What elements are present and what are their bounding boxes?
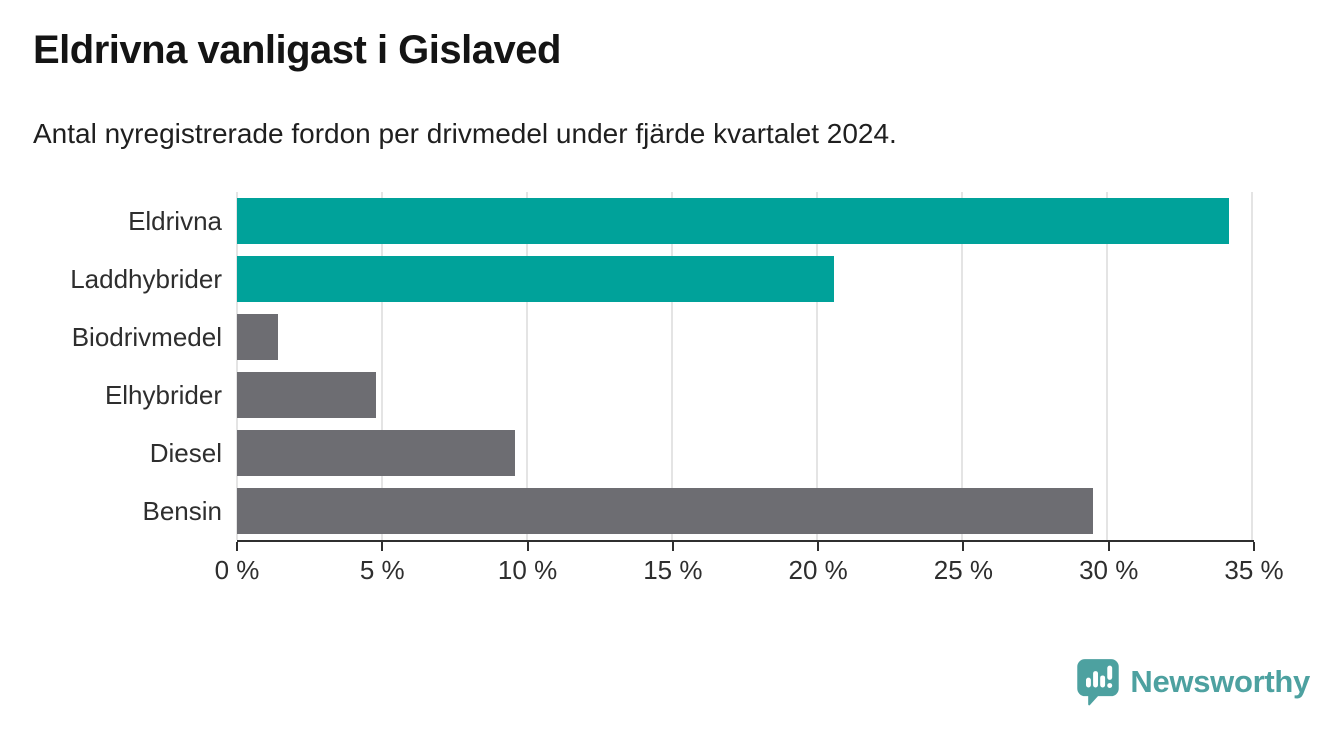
x-tick-label: 20 %: [788, 555, 848, 585]
bar-bensin: [237, 488, 1093, 534]
category-labels: Eldrivna Laddhybrider Biodrivmedel Elhybrid…: [0, 192, 222, 540]
gridline: [526, 192, 528, 540]
x-tick-label: 30 %: [1079, 555, 1139, 585]
x-tick-label: 25 %: [933, 555, 994, 585]
category-label: Eldrivna: [128, 206, 222, 236]
bar-eldrivna: [237, 198, 1229, 244]
x-tick-label: 5 %: [359, 555, 405, 585]
x-tick: [671, 542, 674, 551]
x-tick: [526, 542, 529, 551]
x-tick: [962, 542, 965, 551]
x-tick-label: 15 %: [643, 555, 703, 585]
category-label: Biodrivmedel: [71, 322, 222, 352]
chart-subtitle: Antal nyregistrerade fordon per drivmede…: [33, 118, 897, 149]
page-title: Eldrivna vanligast i Gislaved: [33, 28, 561, 72]
category-label: Elhybrider: [104, 380, 222, 410]
newsworthy-logo-icon: [1077, 659, 1120, 706]
category-label: Diesel: [149, 438, 222, 468]
x-tick: [817, 542, 820, 551]
bar-row: [237, 192, 1252, 250]
bar-biodrivmedel: [237, 314, 278, 360]
newsworthy-logo: Newsworthy: [1076, 658, 1310, 706]
newsworthy-wordmark: Newsworthy: [1130, 664, 1310, 699]
bar-laddhybrider: [237, 256, 835, 302]
x-tick: [236, 542, 238, 551]
gridline: [381, 192, 383, 540]
gridline: [1106, 192, 1108, 540]
gridline: [816, 192, 818, 540]
x-tick-label: 0 %: [214, 555, 260, 585]
x-tick: [381, 542, 384, 551]
bar-row: [237, 482, 1252, 540]
gridline: [671, 192, 673, 540]
bar-row: [237, 424, 1252, 482]
x-tick: [1253, 542, 1255, 551]
x-tick-label: 10 %: [497, 555, 558, 585]
x-axis: 0 % 5 % 10 % 15 % 20 % 25 % 30 % 35 %: [215, 540, 1284, 590]
gridline: [236, 192, 238, 540]
gridline: [1251, 192, 1253, 540]
bar-row: [237, 366, 1252, 424]
bar-chart-plot-area: [236, 192, 1253, 540]
category-label: Bensin: [142, 496, 223, 526]
bar-row: [237, 308, 1252, 366]
bar-row: [237, 250, 1252, 308]
x-tick-label: 35 %: [1224, 555, 1284, 585]
bar-elhybrider: [237, 372, 377, 418]
category-label: Laddhybrider: [70, 264, 222, 294]
gridline: [961, 192, 963, 540]
bar-diesel: [237, 430, 516, 476]
x-tick: [1107, 542, 1110, 551]
